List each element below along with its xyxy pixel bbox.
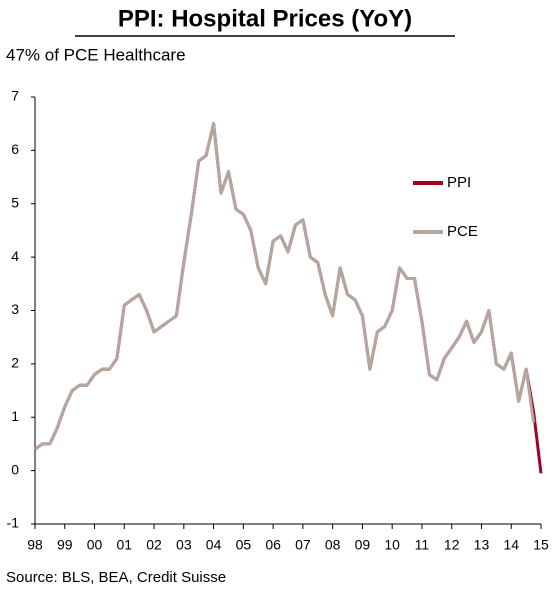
legend-label: PCE [447,223,478,240]
y-tick-label: 6 [11,141,19,157]
y-tick-label: 3 [11,301,19,317]
x-tick-label: 99 [57,537,73,553]
x-tick-label: 03 [176,537,192,553]
x-tick-label: 12 [444,537,460,553]
x-tick-label: 08 [325,537,341,553]
x-tick-label: 09 [355,537,371,553]
x-tick-label: 02 [146,537,162,553]
x-tick-label: 04 [206,537,222,553]
x-tick-label: 00 [87,537,103,553]
x-tick-label: 01 [117,537,133,553]
x-tick-label: 06 [265,537,281,553]
chart-title: PPI: Hospital Prices (YoY) [118,5,412,32]
chart-subtitle: 47% of PCE Healthcare [6,45,186,64]
x-tick-label: 10 [384,537,400,553]
x-tick-label: 07 [295,537,311,553]
x-tick-label: 14 [503,537,519,553]
y-tick-label: 0 [11,461,19,477]
y-tick-label: 5 [11,194,19,210]
x-tick-label: 15 [533,537,549,553]
x-tick-label: 11 [415,537,430,553]
y-tick-label: 7 [11,88,19,104]
y-tick-label: 1 [11,408,19,424]
x-tick-label: 98 [27,537,43,553]
series-line [34,122,536,451]
x-tick-label: 05 [236,537,252,553]
y-tick-label: 2 [11,355,19,371]
y-tick-label: 4 [11,248,19,264]
x-tick-label: 13 [474,537,490,553]
y-tick-label: -1 [7,515,20,531]
chart-source: Source: BLS, BEA, Credit Suisse [6,569,226,586]
legend-label: PPI [447,174,471,191]
